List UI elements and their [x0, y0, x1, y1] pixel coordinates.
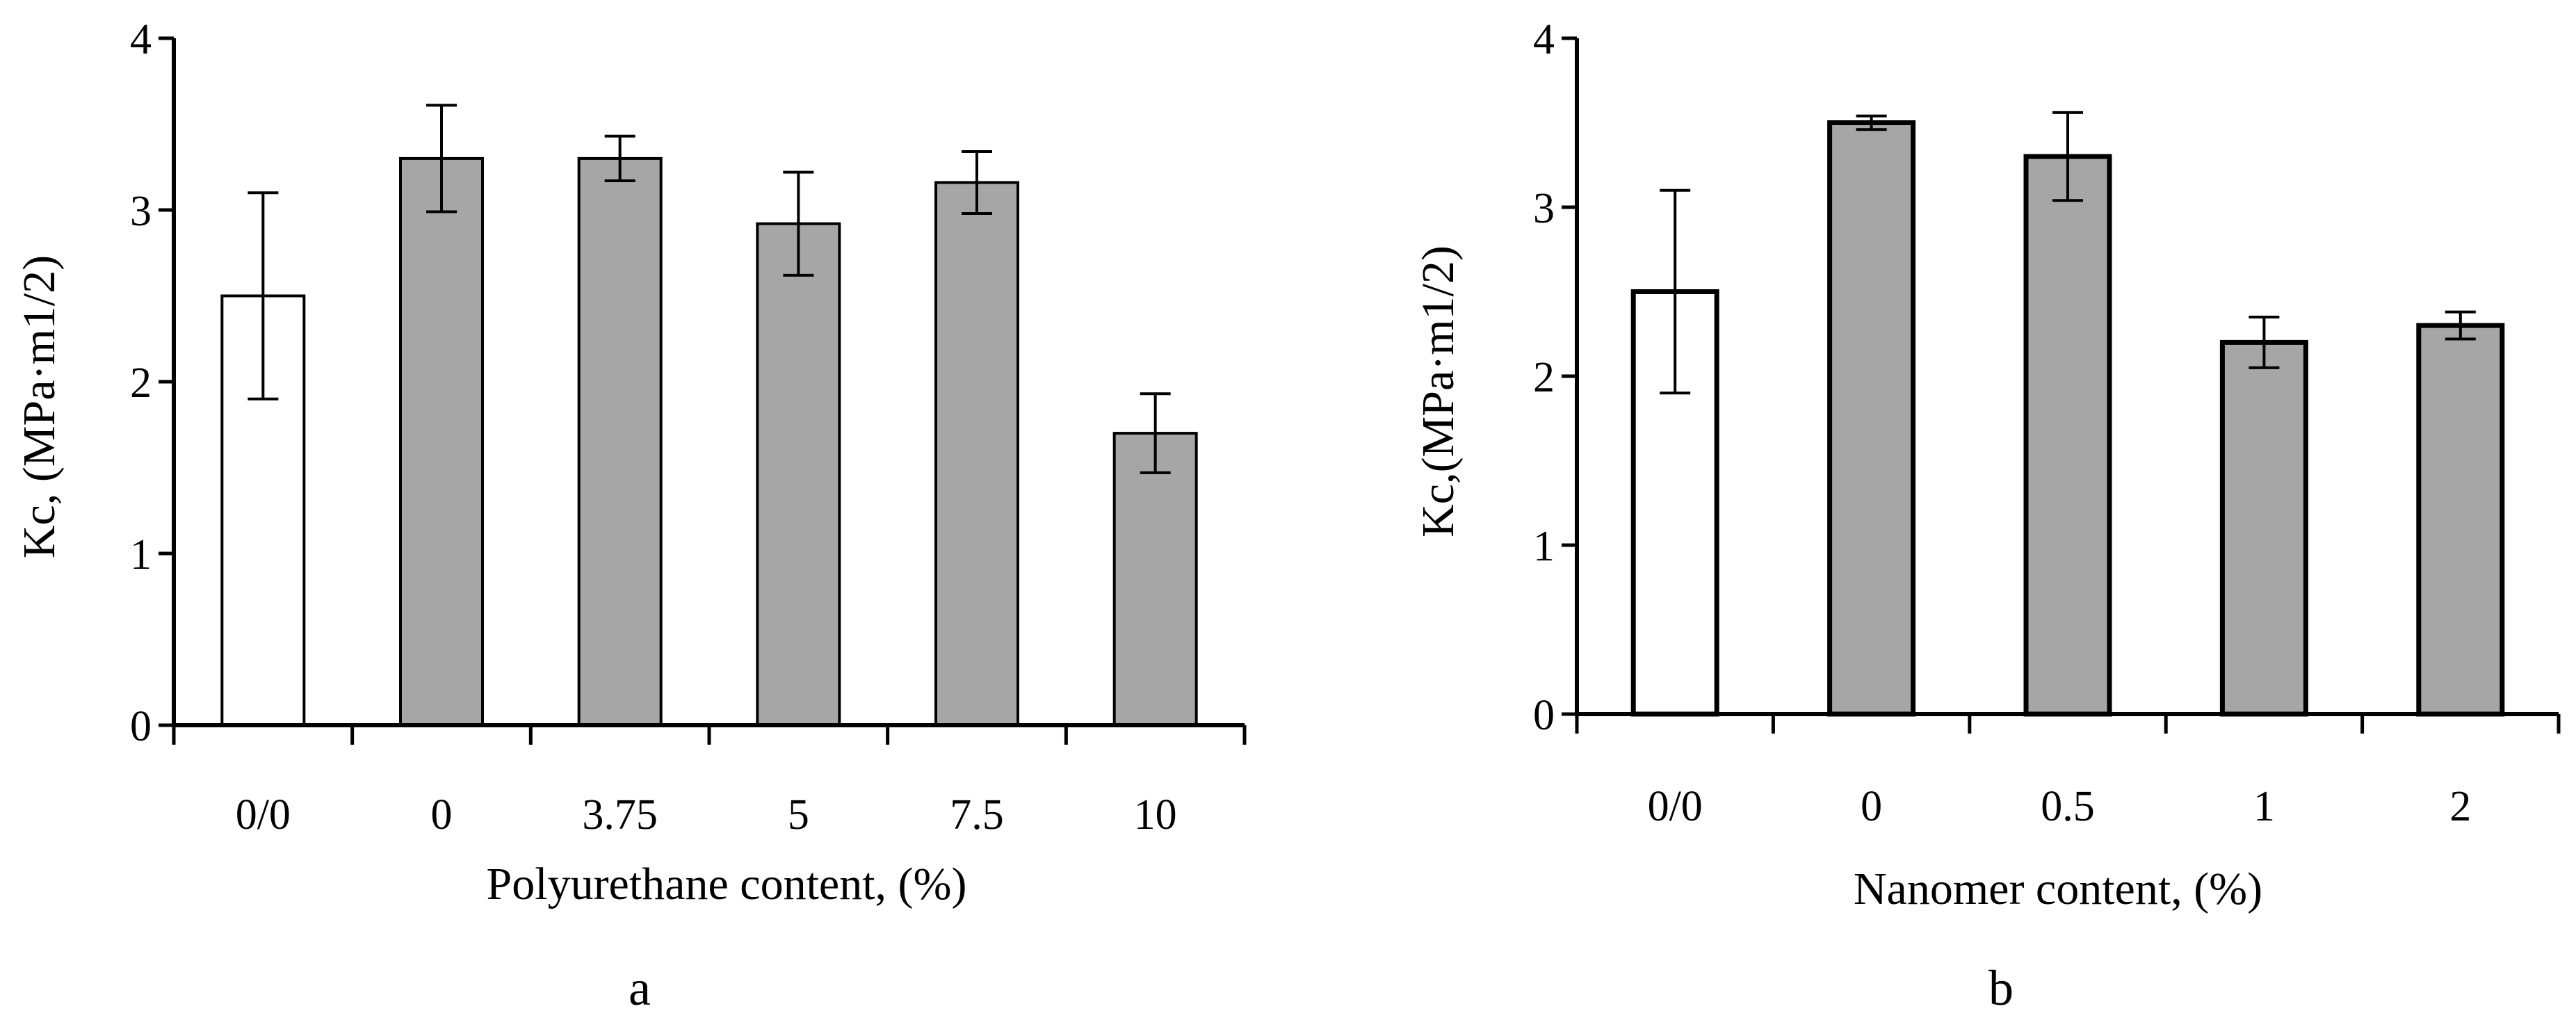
x-tick-label-a-2: 3.75	[582, 791, 658, 839]
bar-b-4	[2416, 323, 2505, 717]
y-axis-title-a: Kc, (MPa·m1/2)	[14, 255, 65, 558]
y-tick-label-b-1: 1	[1533, 523, 1555, 570]
y-tick-label-b-2: 2	[1533, 354, 1555, 401]
bar-a-4	[934, 181, 1019, 727]
y-tick-label-b-3: 3	[1533, 185, 1555, 232]
bar-b-1	[1827, 120, 1916, 717]
bar-b-2	[2023, 154, 2112, 717]
y-tick-label-b-4: 4	[1533, 16, 1555, 63]
x-tick-label-b-4: 2	[2449, 783, 2471, 830]
y-tick-label-a-0: 0	[130, 703, 152, 750]
y-axis-title-b: Kc,(MPa·m1/2)	[1413, 245, 1464, 537]
x-tick-label-a-5: 10	[1134, 791, 1177, 839]
bar-a-2	[577, 156, 663, 727]
x-axis-title-b: Nanomer content, (%)	[1854, 864, 2262, 914]
x-tick-label-b-2: 0.5	[2041, 783, 2095, 830]
bar-a-1	[399, 156, 484, 727]
y-tick-label-a-4: 4	[130, 16, 152, 63]
x-axis-title-a: Polyurethane content, (%)	[487, 859, 967, 909]
x-tick-label-a-0: 0/0	[236, 791, 291, 839]
x-tick-label-b-3: 1	[2253, 783, 2275, 830]
x-tick-label-a-3: 5	[788, 791, 809, 839]
chart-panel-b: Kc,(MPa·m1/2) Nanomer content, (%) b 0 1 2…	[1413, 16, 2561, 1016]
y-tick-label-a-3: 3	[130, 188, 152, 235]
x-tick-label-b-1: 0	[1861, 783, 1882, 830]
panel-label-b: b	[1988, 960, 2014, 1016]
x-tick-label-b-0: 0/0	[1648, 783, 1703, 830]
y-tick-label-a-2: 2	[130, 359, 152, 407]
y-tick-label-b-0: 0	[1533, 692, 1555, 739]
x-tick-label-a-1: 0	[431, 791, 453, 839]
chart-panel-a: Kc, (MPa·m1/2) Polyurethane content, (%)…	[14, 16, 1247, 1016]
panel-label-a: a	[629, 960, 651, 1016]
bar-b-3	[2219, 339, 2308, 717]
bar-a-3	[756, 222, 841, 727]
y-tick-label-a-1: 1	[130, 531, 152, 579]
bar-a-5	[1112, 432, 1198, 727]
x-tick-label-a-4: 7.5	[950, 791, 1004, 839]
